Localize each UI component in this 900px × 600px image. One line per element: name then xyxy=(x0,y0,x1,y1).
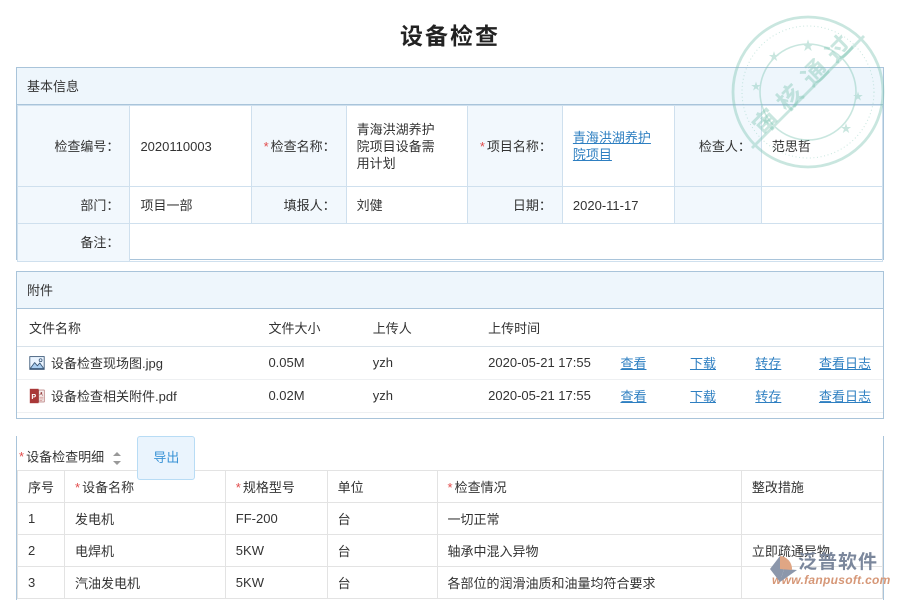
svg-text:★: ★ xyxy=(769,51,780,63)
svg-text:P: P xyxy=(31,392,36,401)
